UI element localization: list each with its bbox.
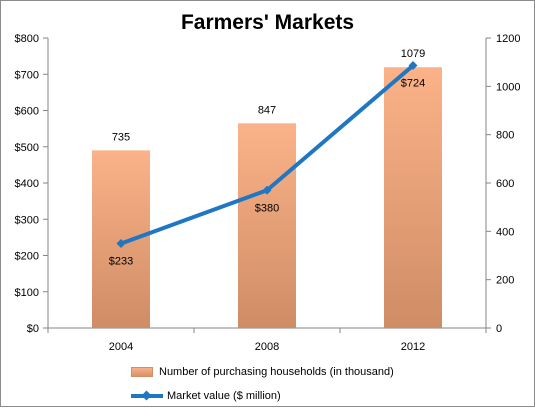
line-value-label: $724 [401, 78, 425, 90]
line-marker [408, 61, 418, 71]
y-right-tick-label: 800 [496, 130, 514, 142]
y-right-tick-label: 0 [496, 323, 502, 335]
legend-bar-swatch [131, 367, 153, 377]
y-left-tick-label: $600 [15, 106, 39, 118]
legend-label-households: Number of purchasing households (in thou… [159, 366, 394, 378]
x-tick-label: 2012 [401, 341, 425, 353]
y-right-tick-label: 600 [496, 178, 514, 190]
bar-value-label: 1079 [401, 48, 425, 60]
y-left-tick-label: $400 [15, 178, 39, 190]
chart-title: Farmers' Markets [180, 11, 355, 34]
line-marker [262, 185, 272, 195]
y-right-tick-label: 400 [496, 226, 514, 238]
bar-value-label: 847 [258, 104, 276, 116]
y-left-tick-label: $700 [15, 69, 39, 81]
line-value-label: $233 [109, 256, 133, 268]
y-left-tick-label: $100 [15, 287, 39, 299]
y-left-tick-label: $500 [15, 142, 39, 154]
legend-item-market-value: Market value ($ million) [131, 387, 394, 405]
line-marker [116, 239, 126, 249]
line-value-label: $380 [255, 202, 279, 214]
legend: Number of purchasing households (in thou… [131, 363, 394, 411]
legend-label-market-value: Market value ($ million) [167, 390, 281, 402]
y-right-tick-label: 1200 [496, 33, 520, 45]
x-tick-label: 2008 [255, 341, 279, 353]
y-left-tick-label: $0 [27, 323, 39, 335]
bar [238, 123, 296, 328]
bar-value-label: 735 [112, 131, 130, 143]
y-left-tick-label: $800 [15, 33, 39, 45]
y-left-tick-label: $200 [15, 251, 39, 263]
y-left-tick-label: $300 [15, 214, 39, 226]
y-right-tick-label: 200 [496, 275, 514, 287]
y-right-tick-label: 1000 [496, 81, 520, 93]
bar [384, 67, 442, 328]
legend-line-swatch [131, 392, 163, 400]
x-tick-label: 2004 [109, 341, 133, 353]
legend-item-households: Number of purchasing households (in thou… [131, 363, 394, 381]
